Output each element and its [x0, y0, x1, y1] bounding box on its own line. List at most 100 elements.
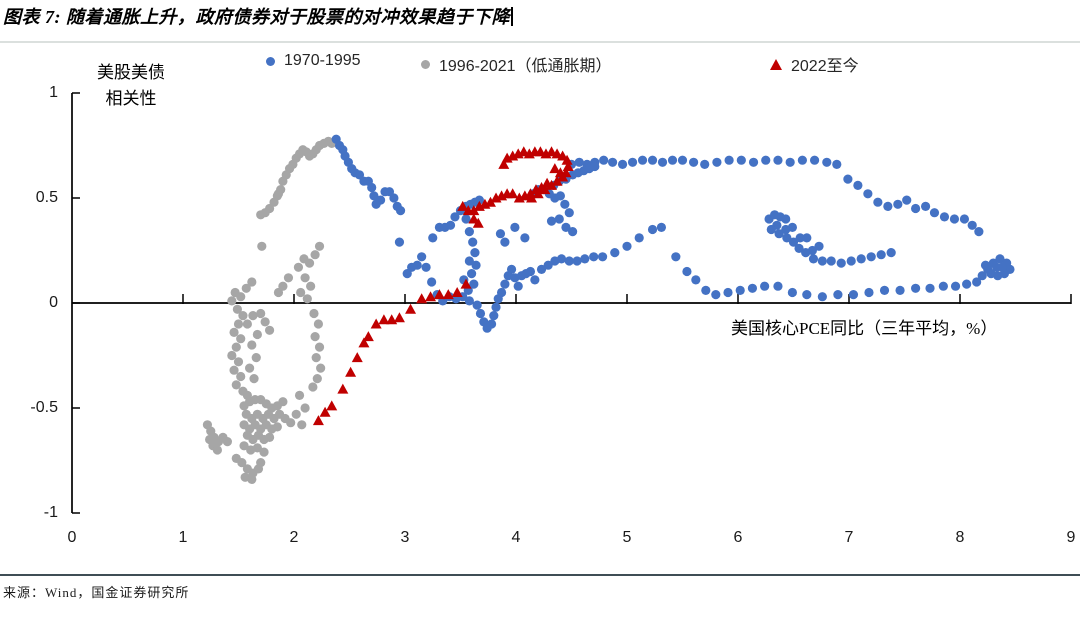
y-axis-title: 美股美债 相关性	[78, 60, 184, 112]
data-point-circle	[472, 300, 482, 310]
data-point-triangle	[378, 314, 390, 325]
data-point-circle	[691, 275, 701, 285]
legend-label: 2022至今	[791, 58, 859, 75]
data-point-circle	[375, 195, 386, 205]
data-point-circle	[995, 254, 1005, 264]
data-point-circle	[795, 233, 805, 243]
data-point-circle	[554, 214, 564, 224]
data-point-triangle	[405, 303, 417, 314]
data-point-circle	[977, 271, 987, 281]
legend-marker-blue-dot	[266, 56, 275, 66]
data-point-triangle	[345, 366, 357, 377]
data-point-circle	[607, 157, 618, 167]
data-point-circle	[427, 277, 437, 287]
data-point-circle	[997, 262, 1007, 272]
data-point-circle	[310, 250, 320, 260]
data-point-circle	[787, 222, 797, 232]
source-note: 来源：Wind，国金证券研究所	[3, 585, 190, 600]
data-point-circle	[468, 237, 478, 247]
data-point-circle	[866, 252, 876, 262]
data-point-triangle	[312, 415, 324, 426]
data-point-triangle	[326, 400, 338, 411]
data-point-circle	[251, 353, 261, 363]
data-point-circle	[863, 189, 873, 199]
data-point-triangle	[532, 188, 544, 199]
data-point-circle	[543, 260, 553, 270]
data-point-circle	[259, 447, 269, 457]
data-point-circle	[634, 233, 644, 243]
data-point-triangle	[351, 352, 363, 363]
data-point-circle	[500, 237, 510, 247]
data-point-circle	[568, 227, 578, 237]
data-point-circle	[610, 248, 620, 258]
data-point-circle	[233, 357, 244, 367]
data-point-triangle	[416, 293, 428, 304]
data-point-circle	[310, 332, 320, 342]
data-point-circle	[450, 212, 460, 222]
data-point-circle	[939, 212, 950, 222]
y-tick-label: 0.5	[35, 189, 58, 206]
data-point-circle	[313, 319, 324, 329]
data-point-circle	[929, 208, 940, 218]
data-point-triangle	[498, 158, 510, 169]
data-point-triangle	[551, 175, 563, 186]
data-point-circle	[902, 195, 912, 205]
data-point-circle	[304, 258, 315, 268]
data-point-circle	[920, 201, 931, 211]
data-point-circle	[925, 283, 935, 293]
data-point-triangle	[451, 287, 463, 297]
data-point-circle	[239, 441, 249, 451]
data-point-circle	[309, 308, 319, 319]
data-point-circle	[536, 264, 547, 274]
y-tick-label: 0	[49, 294, 58, 311]
data-point-circle	[491, 302, 501, 312]
data-point-circle	[496, 287, 507, 298]
data-point-circle	[766, 224, 776, 235]
data-point-circle	[316, 363, 326, 373]
data-point-circle	[949, 214, 960, 224]
data-point-circle	[802, 290, 812, 300]
data-point-circle	[249, 374, 259, 384]
data-point-triangle	[484, 196, 496, 207]
data-point-circle	[724, 155, 734, 165]
data-point-circle	[469, 279, 479, 289]
data-point-circle	[212, 445, 223, 455]
data-point-circle	[312, 374, 322, 384]
data-point-circle	[761, 155, 771, 165]
data-point-circle	[470, 248, 480, 258]
data-point-circle	[247, 340, 257, 350]
data-point-circle	[938, 281, 948, 291]
data-point-circle	[787, 287, 797, 298]
data-point-triangle	[442, 289, 454, 300]
data-point-circle	[677, 155, 688, 165]
data-point-circle	[959, 214, 970, 224]
data-point-circle	[879, 285, 890, 295]
chart-title[interactable]: 图表 7: 随着通胀上升，政府债券对于股票的对冲效果趋于下降	[3, 3, 513, 29]
y-tick-label: 1	[49, 84, 58, 101]
data-point-circle	[564, 208, 574, 218]
data-point-circle	[291, 409, 301, 419]
data-point-circle	[962, 279, 972, 289]
data-point-circle	[773, 281, 783, 291]
data-point-circle	[237, 458, 247, 468]
data-point-circle	[500, 279, 510, 289]
data-point-circle	[836, 258, 846, 268]
data-point-circle	[561, 222, 571, 232]
data-point-circle	[822, 157, 832, 167]
data-point-circle	[972, 277, 982, 287]
data-point-circle	[232, 304, 242, 314]
x-tick-label: 2	[289, 529, 299, 546]
data-point-circle	[273, 189, 284, 199]
data-point-triangle	[460, 278, 472, 289]
data-point-circle	[308, 382, 318, 392]
data-point-circle	[893, 199, 903, 209]
data-point-circle	[428, 233, 438, 243]
data-point-circle	[597, 252, 608, 262]
data-point-triangle	[507, 188, 519, 199]
data-point-circle	[560, 199, 570, 209]
data-point-circle	[797, 155, 807, 165]
data-point-circle	[564, 256, 574, 266]
data-point-triangle	[546, 179, 558, 190]
data-point-triangle	[393, 312, 405, 323]
